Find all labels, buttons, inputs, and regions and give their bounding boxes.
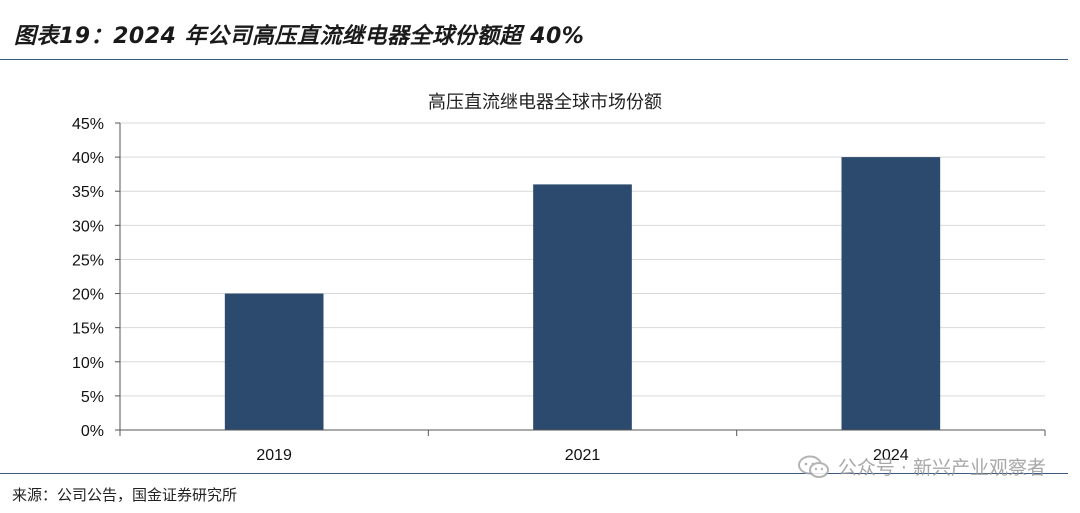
source-note: 来源：公司公告，国金证券研究所: [12, 486, 238, 504]
y-tick-label: 35%: [72, 184, 104, 201]
x-tick-label: 2019: [256, 447, 292, 464]
y-tick-label: 40%: [72, 150, 104, 167]
watermark: 公众号 · 新兴产业观察者: [797, 453, 1046, 480]
bar-chart: 高压直流继电器全球市场份额 0% 5% 10% 15% 20% 25% 30% 35% 40% 4…: [72, 92, 1046, 464]
y-tick-label: 45%: [72, 116, 104, 133]
watermark-text: 公众号 · 新兴产业观察者: [837, 457, 1046, 479]
y-tick-label: 10%: [72, 355, 104, 372]
x-tick-label: 2024: [873, 447, 909, 464]
x-tick-label: 2021: [565, 447, 601, 464]
bars: [224, 157, 941, 430]
top-rule: [0, 59, 1068, 60]
figure-title: 图表19：2024 年公司高压直流继电器全球份额超 40%: [14, 24, 585, 49]
bar-2021: [533, 184, 632, 430]
y-tick-label: 20%: [72, 287, 104, 304]
y-tick-label: 15%: [72, 321, 104, 338]
chart-title: 高压直流继电器全球市场份额: [428, 92, 662, 113]
y-tick-label: 5%: [81, 389, 104, 406]
x-axis: 2019 2021 2024: [119, 429, 1046, 464]
y-tick-label: 0%: [81, 423, 104, 440]
bar-2024: [841, 157, 941, 430]
y-tick-label: 30%: [72, 218, 104, 235]
bottom-rule: [0, 473, 1068, 474]
y-axis-ticks: 0% 5% 10% 15% 20% 25% 30% 35% 40% 45%: [72, 116, 121, 440]
wechat-icon: [797, 455, 829, 478]
y-tick-label: 25%: [72, 252, 104, 269]
bar-2019: [224, 293, 324, 430]
